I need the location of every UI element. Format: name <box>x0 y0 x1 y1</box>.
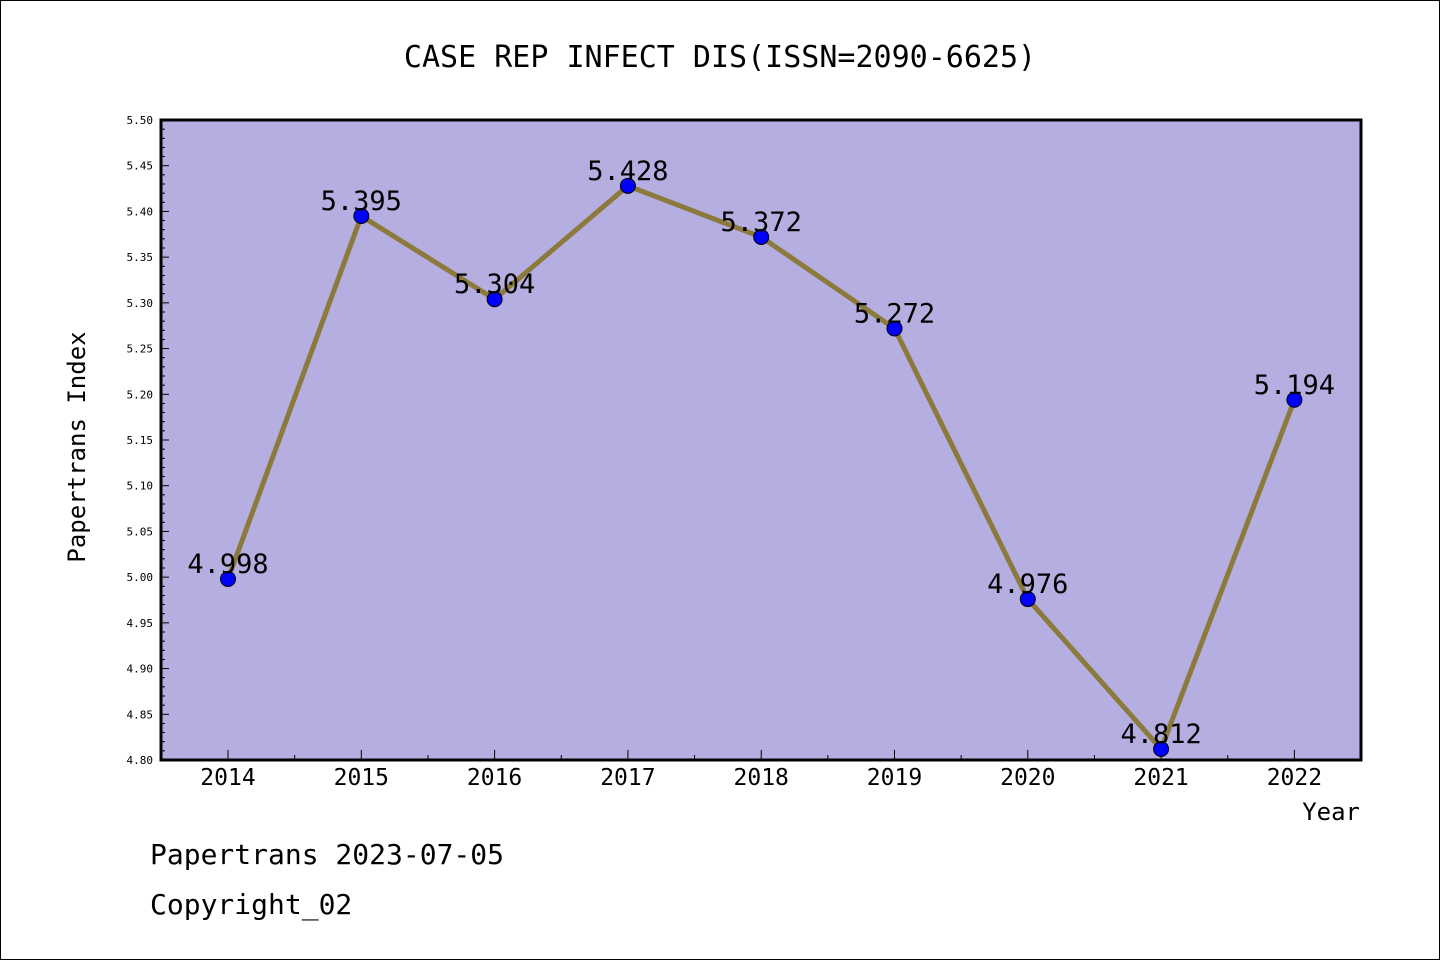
y-tick-label: 4.80 <box>127 754 154 767</box>
data-value-label: 5.428 <box>587 156 668 187</box>
data-value-label: 4.976 <box>987 569 1068 600</box>
x-tick-label: 2014 <box>200 765 255 791</box>
data-value-label: 5.372 <box>721 207 802 238</box>
data-point-marker <box>753 229 770 246</box>
data-point-marker <box>886 320 903 337</box>
x-tick-label: 2019 <box>867 765 922 791</box>
data-point-marker <box>486 291 503 308</box>
y-tick-label: 4.85 <box>127 708 154 721</box>
y-tick-label: 5.50 <box>127 114 154 127</box>
x-axis-label: Year <box>1302 798 1360 826</box>
y-tick-label: 5.35 <box>127 251 154 264</box>
data-labels: 4.998 5.395 5.304 5.428 5.372 5.272 4.976 4.812… <box>187 156 1335 750</box>
y-tick-label: 5.45 <box>127 160 154 173</box>
x-tick-label: 2020 <box>1000 765 1055 791</box>
y-tick-label: 5.05 <box>127 525 154 538</box>
series-markers <box>220 177 1303 758</box>
data-value-label: 4.998 <box>187 549 268 580</box>
x-tick-label: 2018 <box>734 765 789 791</box>
x-axis-ticks: 2014 2015 2016 2017 2018 2019 2020 2021 2022 <box>160 750 1322 791</box>
chart-title: CASE REP INFECT DIS(ISSN=2090-6625) <box>404 40 1036 75</box>
data-value-label: 5.194 <box>1254 370 1335 401</box>
data-value-label: 5.395 <box>321 186 402 217</box>
data-point-marker <box>619 177 636 194</box>
x-tick-label: 2016 <box>467 765 522 791</box>
y-tick-label: 5.40 <box>127 205 154 218</box>
x-tick-label: 2021 <box>1133 765 1188 791</box>
footer-copyright: Copyright_02 <box>150 888 352 922</box>
x-tick-label: 2017 <box>600 765 655 791</box>
x-tick-label: 2022 <box>1267 765 1322 791</box>
data-point-marker <box>353 208 370 224</box>
y-tick-label: 5.25 <box>127 343 154 356</box>
y-axis-ticks: 4.80 4.85 4.90 4.95 5.00 5.05 5.10 5.15 5.20 5.25… <box>127 114 169 767</box>
data-value-label: 5.304 <box>454 269 535 300</box>
x-tick-label: 2015 <box>334 765 389 791</box>
y-tick-label: 5.10 <box>127 480 154 493</box>
y-tick-label: 4.95 <box>127 617 154 630</box>
y-tick-label: 5.15 <box>127 434 154 447</box>
data-point-marker <box>220 570 236 587</box>
footer-date: Papertrans 2023-07-05 <box>150 838 504 871</box>
data-value-label: 4.812 <box>1120 719 1201 750</box>
y-axis-label: Papertrans Index <box>63 331 91 562</box>
y-tick-label: 5.20 <box>127 388 154 401</box>
y-tick-label: 4.90 <box>127 663 154 676</box>
data-point-marker <box>1286 391 1303 408</box>
data-value-label: 5.272 <box>854 298 935 329</box>
data-point-marker <box>1019 591 1036 608</box>
y-tick-label: 5.00 <box>127 571 154 584</box>
data-point-marker <box>1153 741 1170 758</box>
plot-area <box>159 118 1363 762</box>
y-tick-label: 5.30 <box>127 297 154 310</box>
